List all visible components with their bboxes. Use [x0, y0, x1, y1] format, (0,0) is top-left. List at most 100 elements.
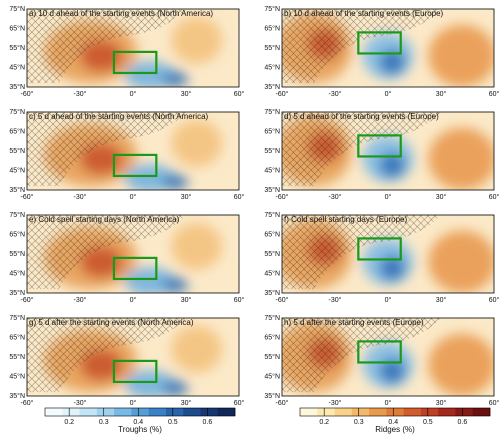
field-blob: [171, 222, 223, 270]
lon-label: -30°: [74, 90, 87, 98]
lat-label: 55°N: [9, 353, 25, 361]
lat-label: 45°N: [9, 63, 25, 71]
lat-label: 35°N: [9, 186, 25, 194]
lat-label: 75°N: [264, 211, 280, 219]
map-frame: [281, 214, 495, 294]
colorbar-label: Ridges (%): [375, 425, 415, 434]
hatched-area: [282, 215, 441, 290]
field-blob: [162, 277, 189, 293]
lon-label: -30°: [329, 296, 342, 304]
colorbar-segment: [183, 408, 201, 416]
map-panel: [27, 215, 239, 293]
lon-label: 60°: [489, 399, 500, 407]
lat-label: 35°N: [264, 289, 280, 297]
lat-label: 45°N: [9, 269, 25, 277]
lon-label: 0°: [385, 193, 392, 201]
colorbar-tick-label: 0.3: [99, 419, 109, 426]
map-frame: [281, 111, 495, 191]
lon-label: 0°: [130, 90, 137, 98]
hatched-area: [27, 318, 186, 393]
field-blob: [428, 127, 494, 190]
lat-label: 75°N: [9, 314, 25, 322]
lon-label: 60°: [489, 193, 500, 201]
lat-label: 55°N: [9, 44, 25, 52]
lon-label: 30°: [181, 90, 192, 98]
colorbar-segment: [79, 408, 98, 416]
lat-label: 35°N: [9, 83, 25, 91]
lat-label: 65°N: [264, 230, 280, 238]
field-blob: [162, 71, 189, 87]
lon-label: -30°: [74, 193, 87, 201]
region-box: [357, 340, 402, 364]
lon-label: 30°: [181, 399, 192, 407]
colorbar-tick-label: 0.5: [168, 419, 178, 426]
colorbar-segment: [351, 408, 370, 416]
hatched-area: [27, 215, 186, 290]
field-blob: [124, 370, 176, 396]
colorbar-tick-label: 0.5: [423, 419, 433, 426]
lon-label: 30°: [181, 296, 192, 304]
panel-title: d) 5 d ahead of the starting events (Eur…: [284, 112, 439, 121]
field-blob: [171, 119, 223, 167]
field-blob: [379, 49, 405, 75]
lat-label: 35°N: [9, 289, 25, 297]
lat-label: 35°N: [9, 392, 25, 400]
field-blob: [124, 164, 176, 190]
lat-label: 45°N: [264, 372, 280, 380]
lat-label: 55°N: [9, 250, 25, 258]
lon-label: 30°: [181, 193, 192, 201]
lat-label: 75°N: [9, 5, 25, 13]
colorbar-segment: [403, 408, 422, 416]
lon-label: 30°: [436, 90, 447, 98]
lon-label: 0°: [385, 399, 392, 407]
colorbar-segment: [96, 408, 115, 416]
lon-label: -30°: [329, 193, 342, 201]
lon-label: 60°: [234, 399, 245, 407]
lon-label: -60°: [21, 296, 34, 304]
lat-label: 45°N: [264, 63, 280, 71]
region-box: [112, 50, 158, 75]
lon-label: 0°: [130, 193, 137, 201]
lon-label: -60°: [276, 90, 289, 98]
lat-label: 45°N: [264, 166, 280, 174]
lat-label: 65°N: [264, 24, 280, 32]
map-panel: [282, 318, 494, 396]
lat-label: 55°N: [264, 44, 280, 52]
colorbar-tick-label: 0.4: [133, 419, 143, 426]
lon-label: -60°: [21, 90, 34, 98]
colorbar-tick-label: 0.6: [202, 419, 212, 426]
field-blob: [162, 380, 189, 396]
lat-label: 35°N: [264, 392, 280, 400]
hatched-area: [27, 112, 186, 187]
colorbar-segment: [455, 408, 474, 416]
lat-label: 45°N: [9, 372, 25, 380]
lat-label: 45°N: [264, 269, 280, 277]
colorbar-segment: [217, 408, 236, 416]
field-blob: [171, 325, 223, 373]
field-blob: [124, 61, 176, 87]
hatched-area: [282, 318, 441, 393]
map-panel: [282, 112, 494, 190]
lon-label: -60°: [21, 193, 34, 201]
field-blob: [162, 174, 189, 190]
lon-label: -30°: [329, 399, 342, 407]
colorbar-segment: [386, 408, 404, 416]
field-blob: [428, 24, 494, 87]
lat-label: 75°N: [9, 108, 25, 116]
colorbar-segment: [438, 408, 456, 416]
panel-title: c) 5 d ahead of the starting events (Nor…: [29, 112, 209, 121]
lat-label: 65°N: [9, 24, 25, 32]
colorbar-tick-label: 0.4: [388, 419, 398, 426]
region-box: [357, 237, 402, 261]
region-box: [112, 256, 158, 281]
region-box: [112, 153, 158, 178]
lat-label: 65°N: [264, 127, 280, 135]
field-blob: [379, 358, 405, 384]
colorbar-frame: [299, 407, 491, 417]
colorbar-segment: [131, 408, 149, 416]
lat-label: 45°N: [9, 166, 25, 174]
lon-label: 0°: [130, 296, 137, 304]
map-frame: [26, 8, 240, 88]
panel-title: g) 5 d after the starting events (North …: [29, 318, 194, 327]
panel-title: h) 5 d after the starting events (Europe…: [284, 318, 424, 327]
